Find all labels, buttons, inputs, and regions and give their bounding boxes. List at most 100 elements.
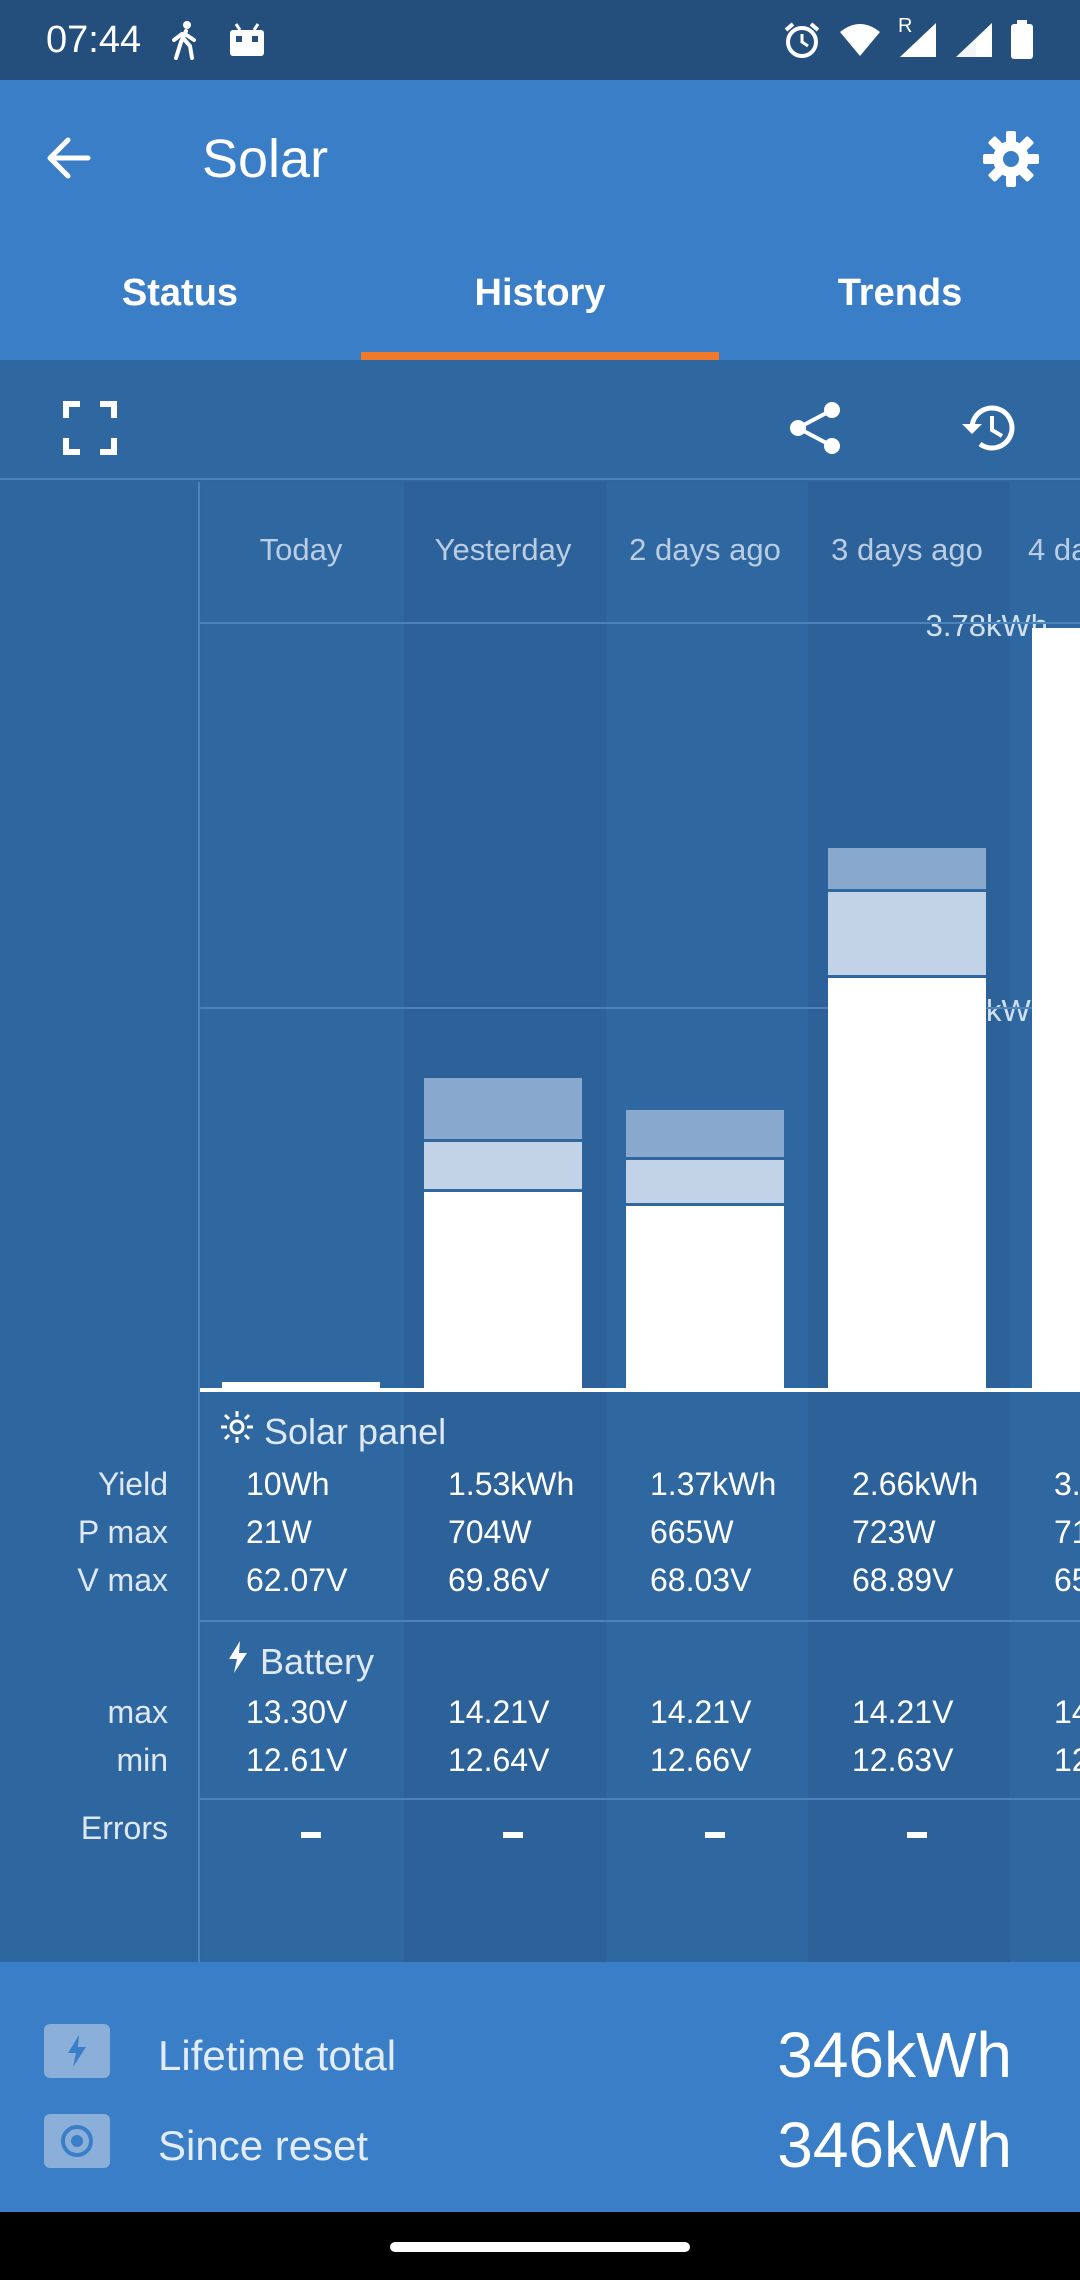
since-reset-value: 346kWh [777, 2109, 1012, 2181]
y-axis-label: 3.78kWh [925, 608, 1048, 643]
alarm-icon [782, 20, 822, 60]
battery-min-value: 12.63V [852, 1742, 954, 1778]
lifetime-total-row: Lifetime total 346kWh [0, 2010, 1080, 2100]
history-restore-icon[interactable] [960, 398, 1020, 458]
vmax-value: 65 [1054, 1562, 1080, 1598]
yield-value: 1.37kWh [650, 1466, 777, 1502]
pmax-value: 21W [246, 1514, 312, 1550]
battery-min-value: 12.61V [246, 1742, 348, 1778]
cell-signal-icon [954, 21, 994, 59]
battery-min-value: 12.66V [650, 1742, 752, 1778]
vmax-value: 68.03V [650, 1562, 752, 1598]
roaming-mark: R [898, 15, 913, 37]
yield-value: 3. [1054, 1466, 1080, 1502]
vmax-value: 62.07V [246, 1562, 348, 1598]
gear-icon[interactable] [978, 126, 1044, 192]
bar-segment-middle [424, 1142, 582, 1192]
day-header: 4 da [1028, 532, 1080, 567]
day-header: 2 days ago [629, 532, 781, 567]
pmax-value: 723W [852, 1514, 936, 1550]
bar-segment-middle [828, 892, 986, 978]
bar-segment-top [626, 1110, 784, 1160]
pmax-value: 665W [650, 1514, 734, 1550]
sun-icon [220, 1410, 254, 1453]
pmax-value: 71 [1054, 1514, 1080, 1550]
cell-signal-roaming-icon: R [898, 15, 938, 59]
history-toolbar [0, 360, 1080, 480]
yield-bar [424, 1192, 582, 1388]
app-bar: Solar Status History Trends [0, 80, 1080, 360]
lifetime-total-label: Lifetime total [158, 2032, 397, 2079]
history-table: Today Yesterday 2 days ago 3 days ago 4 … [0, 482, 1080, 1962]
section-divider [200, 1798, 1080, 1800]
yield-bar [222, 1382, 380, 1388]
reset-badge-icon [44, 2114, 110, 2168]
bar-segment-middle [626, 1160, 784, 1206]
row-label-column [0, 482, 200, 1962]
battery-max-value: 14.21V [650, 1694, 752, 1730]
row-label-yield: Yield [98, 1466, 168, 1502]
battery-max-value: 14.21V [448, 1694, 550, 1730]
pmax-value: 704W [448, 1514, 532, 1550]
tab-bar: Status History Trends [0, 270, 1080, 360]
day-header: 3 days ago [831, 532, 983, 567]
wifi-icon [838, 22, 882, 58]
battery-min-value: 12 [1054, 1742, 1080, 1778]
battery-label: Battery [260, 1640, 375, 1682]
status-bar: 07:44 R [0, 0, 1080, 80]
battery-max-value: 13.30V [246, 1694, 348, 1730]
section-divider [200, 1620, 1080, 1622]
arrow-back-icon[interactable] [36, 126, 100, 190]
row-label-pmax: P max [77, 1514, 168, 1550]
gridline [200, 622, 1080, 624]
row-label-vmax: V max [77, 1562, 168, 1598]
lifetime-total-value: 346kWh [777, 2019, 1012, 2091]
share-icon[interactable] [786, 398, 846, 458]
error-value [705, 1832, 725, 1838]
solar-panel-label: Solar panel [264, 1410, 447, 1452]
yield-bar [1032, 628, 1080, 1388]
day-column[interactable] [202, 482, 404, 1962]
since-reset-row: Since reset 346kWh [0, 2100, 1080, 2190]
vmax-value: 69.86V [448, 1562, 550, 1598]
battery-max-value: 14.21V [852, 1694, 954, 1730]
row-label-min: min [116, 1742, 168, 1778]
home-gesture-handle[interactable] [390, 2242, 690, 2252]
battery-min-value: 12.64V [448, 1742, 550, 1778]
status-time: 07:44 [46, 18, 142, 61]
error-value [301, 1832, 321, 1838]
totals-footer: Lifetime total 346kWh Since reset 346kWh [0, 1962, 1080, 2212]
walking-person-icon [165, 20, 205, 60]
bar-segment-top [424, 1078, 582, 1142]
fullscreen-icon[interactable] [60, 398, 120, 458]
lightning-badge-icon [44, 2024, 110, 2078]
solar-panel-section-title: Solar panel [220, 1410, 446, 1453]
bar-segment-top [828, 848, 986, 892]
chart-baseline [200, 1388, 1080, 1392]
yield-value: 2.66kWh [852, 1466, 979, 1502]
tab-history[interactable]: History [474, 272, 606, 314]
day-header: Today [259, 532, 343, 567]
battery-icon [1010, 20, 1034, 60]
yield-bar [828, 978, 986, 1388]
yield-value: 1.53kWh [448, 1466, 575, 1502]
active-tab-indicator [361, 352, 719, 360]
battery-max-value: 14 [1054, 1694, 1080, 1730]
lightning-icon [226, 1640, 250, 1683]
battery-section-title: Battery [226, 1640, 374, 1683]
tab-trends[interactable]: Trends [837, 272, 963, 314]
app-icon [227, 20, 267, 60]
tab-status[interactable]: Status [121, 272, 239, 314]
system-nav-bar [0, 2212, 1080, 2280]
yield-value: 10Wh [246, 1466, 330, 1502]
day-header: Yesterday [434, 532, 572, 567]
row-label-max: max [107, 1694, 168, 1730]
gridline [200, 1007, 1080, 1009]
since-reset-label: Since reset [158, 2122, 369, 2169]
page-title: Solar [202, 129, 329, 189]
error-value [907, 1832, 927, 1838]
error-value [503, 1832, 523, 1838]
vmax-value: 68.89V [852, 1562, 954, 1598]
yield-bar [626, 1206, 784, 1388]
row-label-errors: Errors [80, 1810, 168, 1846]
